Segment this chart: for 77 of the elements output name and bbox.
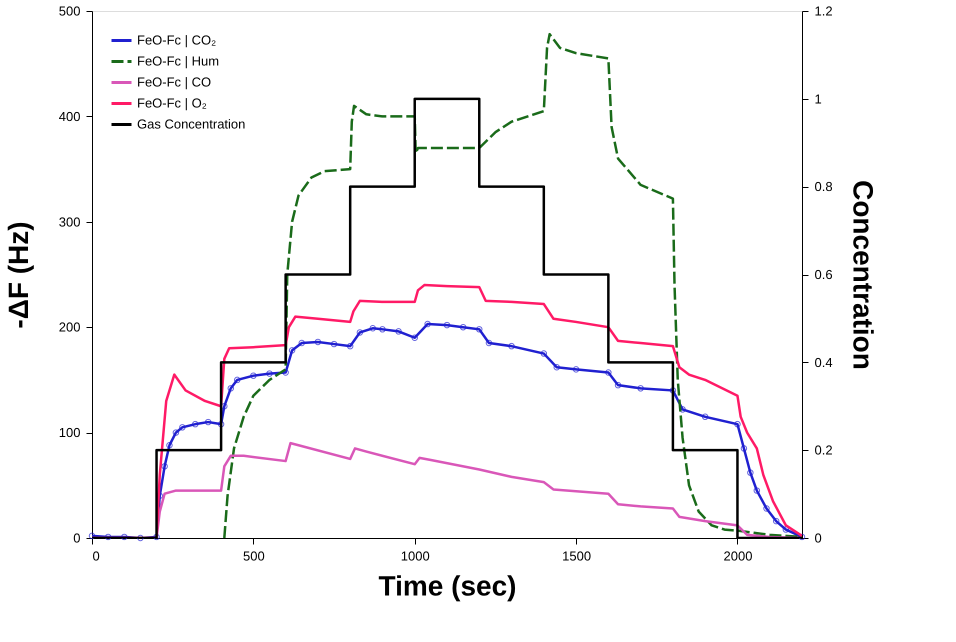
- point: [370, 325, 376, 332]
- point: [88, 532, 96, 540]
- point: [605, 369, 612, 376]
- point: [798, 534, 806, 540]
- point: [204, 418, 212, 426]
- point: [161, 463, 168, 470]
- x-tick-label: 1500: [562, 548, 592, 564]
- legend-label: FeO-Fc | Hum: [137, 54, 220, 68]
- point: [411, 334, 418, 341]
- legend-label: FeO-Fc | CO: [137, 74, 212, 90]
- point: [330, 340, 338, 348]
- point: [356, 329, 364, 336]
- point: [763, 505, 770, 512]
- y-tick-label: 100: [58, 425, 80, 440]
- point: [166, 442, 173, 448]
- y-tick-label: 400: [58, 108, 80, 124]
- y2-tick-label: 0: [814, 530, 822, 546]
- y2-tick-label: 0.6: [814, 267, 833, 282]
- point: [228, 385, 234, 392]
- point: [298, 340, 306, 346]
- point: [486, 340, 492, 346]
- y-axis-title: -ΔF (Hz): [2, 221, 34, 329]
- point: [234, 376, 240, 384]
- point: [218, 420, 224, 428]
- point: [444, 322, 450, 328]
- point: [314, 338, 322, 346]
- point: [424, 320, 431, 328]
- y2-tick-label: 0.4: [814, 354, 833, 370]
- point: [553, 364, 560, 370]
- point: [702, 414, 708, 420]
- point: [614, 382, 622, 388]
- point: [540, 350, 548, 357]
- point: [782, 526, 790, 533]
- x-tick-label: 500: [243, 548, 265, 564]
- point: [192, 420, 199, 428]
- point: [460, 324, 466, 330]
- legend-label: FeO-Fc | CO₂: [137, 32, 216, 48]
- point: [172, 429, 180, 436]
- x-tick-label: 2000: [723, 548, 752, 564]
- point: [679, 406, 686, 413]
- point: [221, 403, 228, 410]
- point: [747, 469, 754, 476]
- y2-tick-label: 0.2: [814, 442, 833, 458]
- x-tick-label: 0: [92, 548, 100, 564]
- point: [476, 326, 483, 333]
- y-tick-label: 300: [58, 214, 80, 230]
- x-axis-title: Time (sec): [378, 570, 516, 602]
- y2-tick-label: 1.2: [814, 4, 833, 18]
- point: [288, 347, 296, 354]
- y2-axis-title: Concentration: [848, 180, 879, 370]
- point: [104, 534, 112, 540]
- point: [179, 424, 186, 431]
- point: [670, 387, 676, 394]
- point: [250, 372, 257, 379]
- point: [153, 534, 160, 540]
- point: [346, 342, 354, 350]
- point: [772, 518, 780, 524]
- point: [637, 385, 644, 392]
- y2-tick-label: 1: [814, 91, 822, 106]
- point: [121, 534, 128, 540]
- point: [282, 369, 289, 376]
- point: [740, 445, 748, 452]
- point: [266, 370, 273, 377]
- legend-label: Gas Concentration: [137, 116, 246, 132]
- y-tick-label: 200: [58, 320, 80, 335]
- y-tick-label: 0: [73, 530, 80, 546]
- x-tick-label: 1000: [400, 548, 430, 564]
- point: [508, 342, 515, 350]
- point: [137, 534, 144, 542]
- y-tick-label: 500: [58, 4, 80, 18]
- point: [572, 366, 580, 373]
- legend-label: FeO-Fc | O₂: [137, 96, 207, 110]
- y2-tick-label: 0.8: [814, 179, 833, 194]
- point: [734, 420, 741, 428]
- point: [395, 328, 402, 335]
- point: [754, 487, 760, 494]
- point: [379, 326, 386, 333]
